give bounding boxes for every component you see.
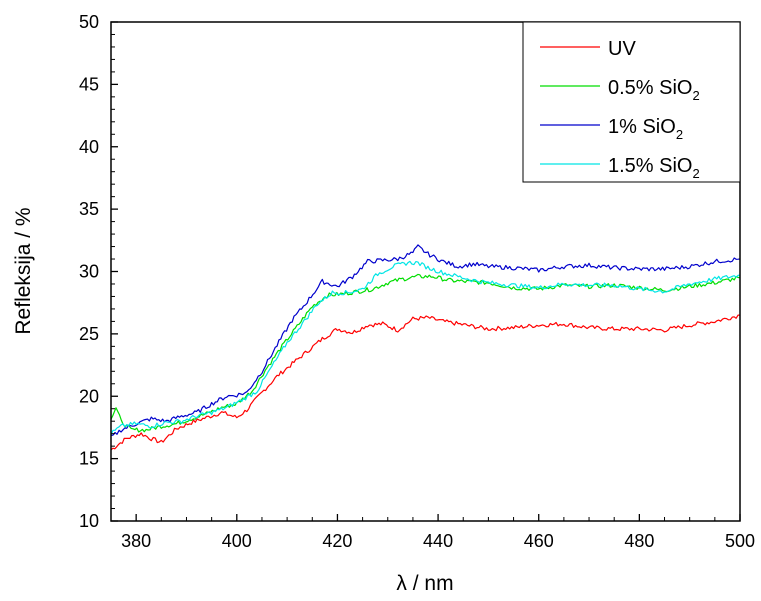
x-tick-label: 400 [222, 531, 252, 551]
y-tick-label: 15 [79, 449, 99, 469]
series-line-1 [110, 314, 741, 451]
y-tick-label: 50 [79, 12, 99, 32]
y-axis-title: Refleksija / % [12, 207, 35, 334]
x-tick-label: 380 [121, 531, 151, 551]
series-line-4 [110, 260, 741, 436]
x-tick-label: 480 [624, 531, 654, 551]
legend: UV 0.5% SiO2 1% SiO2 1.5% SiO2 [522, 21, 741, 183]
legend-label-1: UV [608, 38, 636, 60]
legend-box [522, 21, 741, 183]
series-line-3 [110, 244, 741, 436]
y-tick-label: 20 [79, 386, 99, 406]
y-tick-label: 10 [79, 511, 99, 531]
ticks-layer: 380 400 420 440 460 480 500 10 15 20 25 30 35 40 45 50 [79, 12, 755, 551]
legend-label-4: 1.5% SiO2 [608, 155, 700, 181]
y-tick-label: 35 [79, 199, 99, 219]
legend-label-2: 0.5% SiO2 [608, 77, 700, 103]
legend-label-3: 1% SiO2 [608, 116, 683, 142]
x-tick-label: 460 [524, 531, 554, 551]
x-tick-label: 440 [423, 531, 453, 551]
y-tick-label: 30 [79, 262, 99, 282]
series-layer [110, 244, 741, 451]
x-axis-title: λ / nm [396, 572, 453, 595]
x-tick-label: 420 [322, 531, 352, 551]
y-tick-label: 25 [79, 324, 99, 344]
x-tick-label: 500 [725, 531, 755, 551]
y-tick-label: 45 [79, 74, 99, 94]
y-tick-label: 40 [79, 137, 99, 157]
